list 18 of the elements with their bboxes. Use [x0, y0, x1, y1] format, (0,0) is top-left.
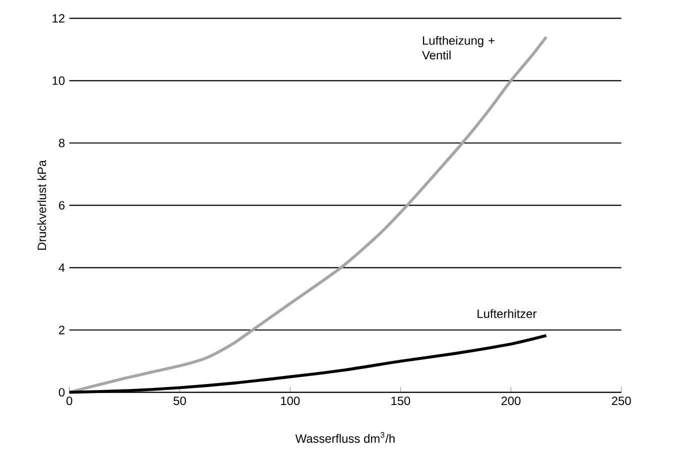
x-tick-label: 250 — [612, 396, 631, 406]
series-label: Lufterhitzer — [478, 309, 536, 318]
x-tick-label: 200 — [502, 396, 520, 406]
y-tick-label: 10 — [52, 76, 65, 85]
text: Luftheizung + Ventil — [422, 36, 494, 60]
x-tick-label: 150 — [391, 396, 410, 406]
line-series — [68, 36, 548, 394]
x-tick-label: 50 — [174, 396, 186, 406]
y-tick-label: 12 — [52, 14, 64, 23]
y-axis-title: Druckverlust kPa — [37, 160, 46, 250]
y-tick-label: 8 — [58, 138, 65, 148]
x-axis-title: Wasserfluss dm$^{3}$/h — [295, 432, 395, 443]
y-tick-label: 0 — [58, 388, 65, 397]
x-tick-label: 0 — [66, 396, 72, 406]
y-tick-label: 2 — [59, 326, 64, 334]
x-tick-label: 100 — [281, 396, 300, 406]
y-tick-label: 4 — [58, 264, 65, 272]
y-tick-label: 6 — [59, 201, 65, 210]
